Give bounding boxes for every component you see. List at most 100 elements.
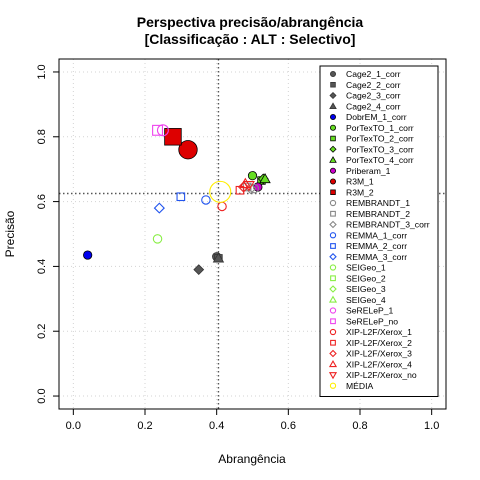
legend-marker xyxy=(329,91,337,100)
x-axis: 0.0 0.2 0.4 0.6 0.8 1.0 xyxy=(66,409,439,432)
data-point xyxy=(212,252,225,263)
legend-entry-label: XIP-L2F/Xerox_4 xyxy=(346,359,412,369)
legend-marker xyxy=(329,178,336,185)
legend-entry-label: PorTexTO_1_corr xyxy=(346,123,414,133)
x-tick-label: 0.4 xyxy=(209,420,224,432)
legend-entry-label: PorTexTO_2_corr xyxy=(346,134,414,144)
legend-entry-label: R3M_1 xyxy=(346,177,374,187)
legend-entry-label: R3M_2 xyxy=(346,187,374,197)
data-point xyxy=(259,173,271,184)
legend-marker xyxy=(329,382,337,389)
y-axis: 0.0 0.2 0.4 0.6 0.8 1.0 xyxy=(36,64,59,404)
legend-entry-label: SEIGeo_4 xyxy=(346,295,386,305)
legend-entry-label: REMMA_1_corr xyxy=(346,230,407,240)
chart-title: Perspectiva precisão/abrangência xyxy=(137,14,364,30)
legend-entry-label: MÉDIA xyxy=(346,381,373,391)
legend-entry-label: Cage2_1_corr xyxy=(346,69,401,79)
legend-marker xyxy=(329,220,337,229)
x-axis-label: Abrangência xyxy=(218,452,286,466)
reference-lines xyxy=(59,59,446,409)
legend-marker xyxy=(328,295,338,303)
legend-entry-label: Cage2_4_corr xyxy=(346,101,401,111)
legend-marker xyxy=(330,82,336,88)
legend-marker xyxy=(329,307,337,314)
data-point xyxy=(152,234,163,244)
legend-marker xyxy=(329,199,337,207)
legend-marker xyxy=(329,252,337,261)
data-points xyxy=(83,124,271,276)
x-tick-label: 0.2 xyxy=(137,420,152,432)
legend-entry-label: SeRELeP_no xyxy=(346,316,398,326)
legend-marker xyxy=(328,372,338,380)
legend-entry-label: DobrEM_1_corr xyxy=(346,112,407,122)
legend-entry-label: XIP-L2F/Xerox_3 xyxy=(346,349,412,359)
legend-marker xyxy=(329,156,337,163)
y-tick-label: 0.2 xyxy=(36,324,48,339)
legend-marker xyxy=(329,328,337,336)
data-point xyxy=(83,250,93,260)
data-point xyxy=(152,124,164,136)
x-tick-label: 0.6 xyxy=(281,420,296,432)
y-axis-label: Precisão xyxy=(3,210,17,257)
y-tick-label: 0.8 xyxy=(36,129,48,144)
legend-marker xyxy=(329,349,337,358)
legend-marker xyxy=(330,275,336,282)
legend-entry-label: REMMA_3_corr xyxy=(346,252,407,262)
x-tick-label: 0.0 xyxy=(66,420,81,432)
data-point xyxy=(242,181,255,192)
legend: Cage2_1_corrCage2_2_corrCage2_3_corrCage… xyxy=(319,65,439,397)
legend-entry-label: SeRELeP_1 xyxy=(346,306,394,316)
legend-marker xyxy=(330,135,336,142)
data-point xyxy=(176,192,186,202)
legend-entry-label: XIP-L2F/Xerox_2 xyxy=(346,338,412,348)
legend-marker xyxy=(330,339,336,346)
legend-marker xyxy=(329,232,337,239)
legend-entry-label: Priberam_1 xyxy=(346,166,391,176)
x-tick-label: 0.8 xyxy=(352,420,367,432)
legend-marker xyxy=(329,102,337,109)
legend-entry-label: REMBRANDT_1 xyxy=(346,198,410,208)
data-point xyxy=(178,140,198,160)
legend-marker xyxy=(330,189,336,195)
legend-entry-label: REMBRANDT_3_corr xyxy=(346,220,430,230)
legend-entry-label: SEIGeo_2 xyxy=(346,273,386,283)
chart-subtitle: [Classificação : ALT : Selectivo] xyxy=(145,31,356,47)
legend-entry-label: PorTexTO_4_corr xyxy=(346,155,414,165)
legend-entry-label: SEIGeo_3 xyxy=(346,284,386,294)
legend-entry-label: XIP-L2F/Xerox_no xyxy=(346,370,417,380)
data-point xyxy=(237,181,250,193)
data-point xyxy=(153,202,165,214)
legend-marker xyxy=(329,167,336,174)
y-tick-label: 0.6 xyxy=(36,194,48,209)
grid-lines xyxy=(59,59,446,409)
plot-frame xyxy=(58,58,447,410)
legend-entry-label: REMBRANDT_2 xyxy=(346,209,410,219)
legend-marker xyxy=(329,264,337,271)
data-point xyxy=(164,128,182,146)
y-tick-label: 0.0 xyxy=(36,388,48,403)
legend-marker xyxy=(329,71,336,78)
data-point xyxy=(247,171,258,181)
data-point xyxy=(201,195,211,205)
legend-marker xyxy=(329,124,336,131)
legend-entry-label: REMMA_2_corr xyxy=(346,241,407,251)
legend-entry-label: XIP-L2F/Xerox_1 xyxy=(346,327,412,337)
legend-entry-label: Cage2_2_corr xyxy=(346,80,401,90)
legend-marker xyxy=(329,145,337,153)
legend-marker xyxy=(329,114,336,121)
legend-marker xyxy=(330,318,336,325)
legend-marker xyxy=(328,360,338,368)
legend-marker xyxy=(330,210,336,217)
legend-box xyxy=(319,65,439,397)
data-point xyxy=(193,264,205,276)
legend-marker xyxy=(330,243,336,249)
legend-marker xyxy=(329,285,337,293)
legend-entry-label: SEIGeo_1 xyxy=(346,263,386,273)
y-tick-label: 1.0 xyxy=(36,64,48,79)
x-tick-label: 1.0 xyxy=(424,420,439,432)
data-point xyxy=(239,177,252,189)
y-tick-label: 0.4 xyxy=(36,259,48,274)
data-point xyxy=(209,180,232,203)
legend-entry-label: Cage2_3_corr xyxy=(346,91,401,101)
